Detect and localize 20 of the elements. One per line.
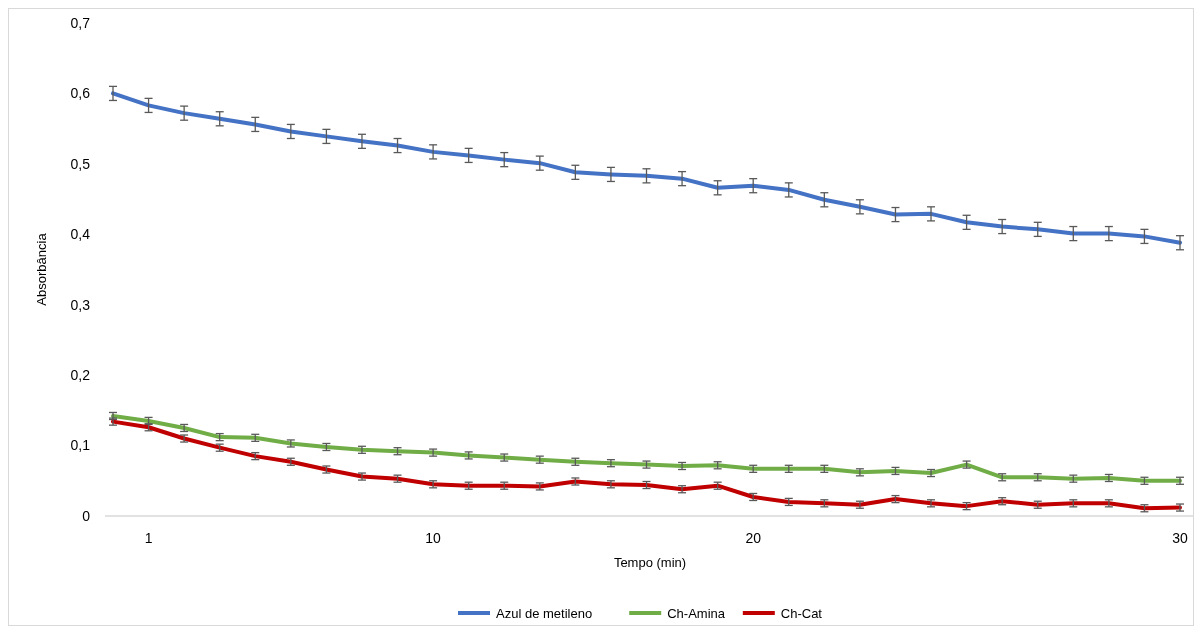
y-tick-label: 0,7	[70, 14, 91, 31]
y-tick-label: 0,6	[70, 85, 91, 102]
y-tick-label: 0,1	[70, 437, 91, 454]
legend-label: Ch-Cat	[780, 605, 823, 621]
legend-label: Ch-Amina	[667, 605, 726, 621]
y-tick-label: 0	[82, 507, 91, 524]
y-tick-label: 0,2	[70, 367, 91, 384]
x-axis-title: Tempo (min)	[613, 555, 687, 570]
line-series	[111, 91, 1182, 245]
legend-label: Azul de metileno	[496, 605, 593, 621]
x-tick-label: 20	[745, 530, 762, 546]
line-series	[111, 413, 1182, 483]
y-axis-title: Absorbância	[34, 232, 49, 306]
y-tick-label: 0,3	[70, 296, 91, 313]
x-tick-label: 30	[1172, 530, 1188, 546]
x-tick-label: 1	[144, 530, 153, 546]
y-tick-label: 0,5	[70, 155, 91, 172]
x-tick-label: 10	[425, 530, 442, 546]
y-tick-label: 0,4	[70, 226, 91, 243]
line-series	[111, 419, 1182, 511]
